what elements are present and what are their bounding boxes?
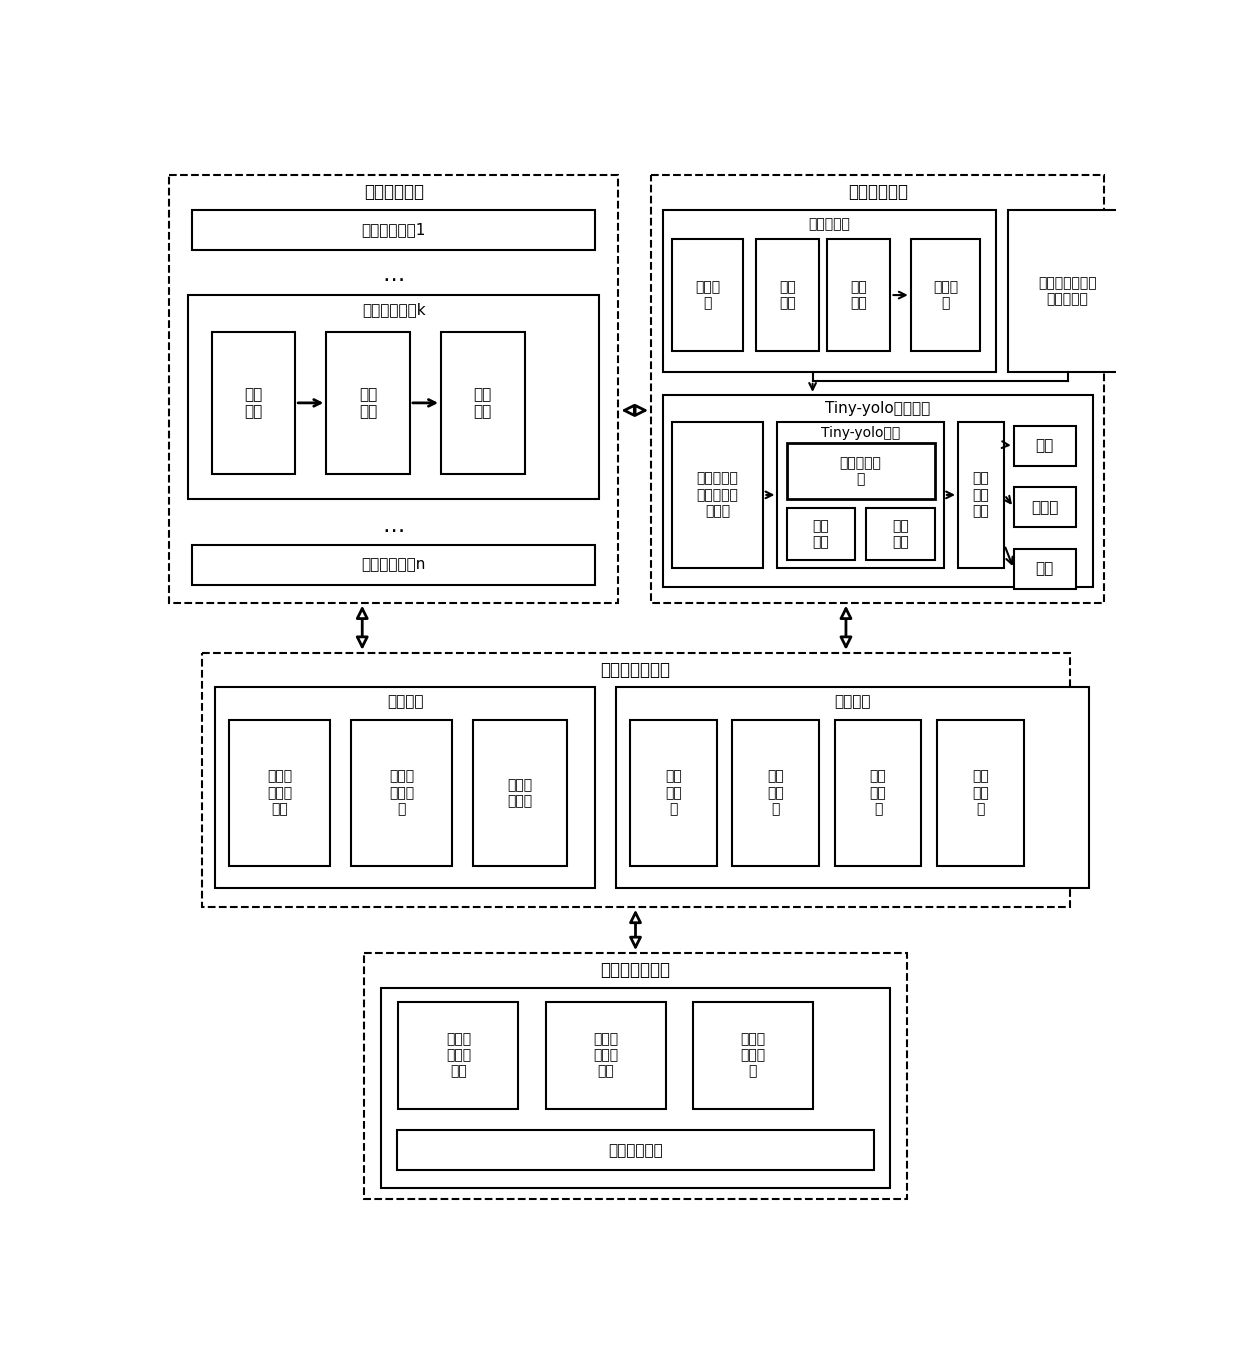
- Bar: [351, 719, 451, 865]
- Text: 边缘数据库: 边缘数据库: [808, 217, 851, 231]
- Text: 云控制器: 云控制器: [835, 693, 870, 708]
- Bar: [786, 508, 854, 561]
- Bar: [212, 332, 295, 474]
- Text: 损坏绝
缘子库: 损坏绝 缘子库: [507, 778, 533, 808]
- Text: 边缘节
点设备
控制: 边缘节 点设备 控制: [446, 1032, 471, 1078]
- Text: 数据
通信: 数据 通信: [474, 386, 492, 419]
- Text: 绝缘子
诊断控
制: 绝缘子 诊断控 制: [740, 1032, 765, 1078]
- Text: 亚健康: 亚健康: [1030, 500, 1059, 515]
- Bar: [188, 295, 599, 498]
- Text: 读取
类指
令: 读取 类指 令: [665, 770, 682, 816]
- Bar: [733, 719, 820, 865]
- Text: Tiny-yolo算法: Tiny-yolo算法: [821, 426, 900, 440]
- Bar: [398, 1002, 518, 1110]
- Text: 损坏: 损坏: [1035, 561, 1054, 576]
- Text: 边缘节点设备n: 边缘节点设备n: [362, 557, 425, 572]
- Text: 边缘计算模块: 边缘计算模块: [848, 183, 908, 201]
- Text: 定时更新绝缘子
训练标签库: 定时更新绝缘子 训练标签库: [1038, 276, 1097, 306]
- Text: 边缘节点设备1: 边缘节点设备1: [362, 222, 425, 238]
- Text: …: …: [382, 265, 405, 285]
- Bar: [229, 719, 330, 865]
- Text: 传输
类指
令: 传输 类指 令: [869, 770, 887, 816]
- Bar: [616, 688, 1089, 887]
- Bar: [192, 210, 595, 250]
- Bar: [201, 652, 1069, 906]
- Bar: [835, 719, 921, 865]
- Bar: [1014, 426, 1076, 465]
- Text: 云数据库: 云数据库: [387, 693, 424, 708]
- Text: 设备
分组: 设备 分组: [779, 280, 796, 310]
- Bar: [777, 422, 944, 568]
- Bar: [441, 332, 525, 474]
- Bar: [397, 1130, 874, 1170]
- Bar: [216, 688, 595, 887]
- Bar: [662, 394, 1092, 587]
- Bar: [937, 719, 1024, 865]
- Bar: [672, 239, 743, 351]
- Bar: [755, 239, 820, 351]
- Text: 移动控制端模块: 移动控制端模块: [600, 961, 671, 979]
- Bar: [910, 239, 981, 351]
- Bar: [326, 332, 410, 474]
- Text: 时序
分组: 时序 分组: [851, 280, 867, 310]
- Text: 亚健康
绝缘子
库: 亚健康 绝缘子 库: [389, 770, 414, 816]
- Text: …: …: [382, 516, 405, 535]
- Bar: [472, 719, 567, 865]
- Bar: [630, 719, 717, 865]
- Bar: [169, 175, 619, 603]
- Text: 输入待诊断
绝缘子热成
像图像: 输入待诊断 绝缘子热成 像图像: [697, 472, 739, 519]
- Text: 绝缘子
诊断结
果库: 绝缘子 诊断结 果库: [267, 770, 293, 816]
- Bar: [546, 1002, 666, 1110]
- Bar: [192, 545, 595, 586]
- Text: 云平台
数据库
控制: 云平台 数据库 控制: [593, 1032, 619, 1078]
- Text: 输出
诊断
结果: 输出 诊断 结果: [972, 472, 990, 519]
- Bar: [651, 175, 1105, 603]
- Text: 运行
类指
令: 运行 类指 令: [768, 770, 784, 816]
- Text: 本地
存储: 本地 存储: [360, 386, 377, 419]
- Text: 移动控制设备: 移动控制设备: [608, 1143, 663, 1158]
- Bar: [786, 444, 935, 498]
- Bar: [827, 239, 890, 351]
- Bar: [1014, 487, 1076, 527]
- Text: 边缘节点设备k: 边缘节点设备k: [362, 303, 425, 318]
- Bar: [693, 1002, 813, 1110]
- Text: 轻量云平台模块: 轻量云平台模块: [600, 661, 671, 678]
- Bar: [662, 210, 996, 371]
- Bar: [365, 953, 906, 1200]
- Text: 深度卷积网
络: 深度卷积网 络: [839, 456, 882, 486]
- Bar: [867, 508, 935, 561]
- Text: 红外
成像: 红外 成像: [244, 386, 263, 419]
- Bar: [1007, 210, 1127, 371]
- Bar: [1014, 549, 1076, 588]
- Bar: [672, 422, 764, 568]
- Text: 待检数
据: 待检数 据: [932, 280, 959, 310]
- Text: 健康: 健康: [1035, 438, 1054, 453]
- Text: 强制
类指
令: 强制 类指 令: [972, 770, 988, 816]
- Text: 状态
分类: 状态 分类: [892, 519, 909, 549]
- Text: Tiny-yolo诊断算法: Tiny-yolo诊断算法: [825, 401, 930, 416]
- Bar: [382, 988, 890, 1188]
- Text: 边缘节点模块: 边缘节点模块: [363, 183, 424, 201]
- Text: 原始数
据: 原始数 据: [694, 280, 720, 310]
- Bar: [957, 422, 1004, 568]
- Text: 目标
检测: 目标 检测: [812, 519, 830, 549]
